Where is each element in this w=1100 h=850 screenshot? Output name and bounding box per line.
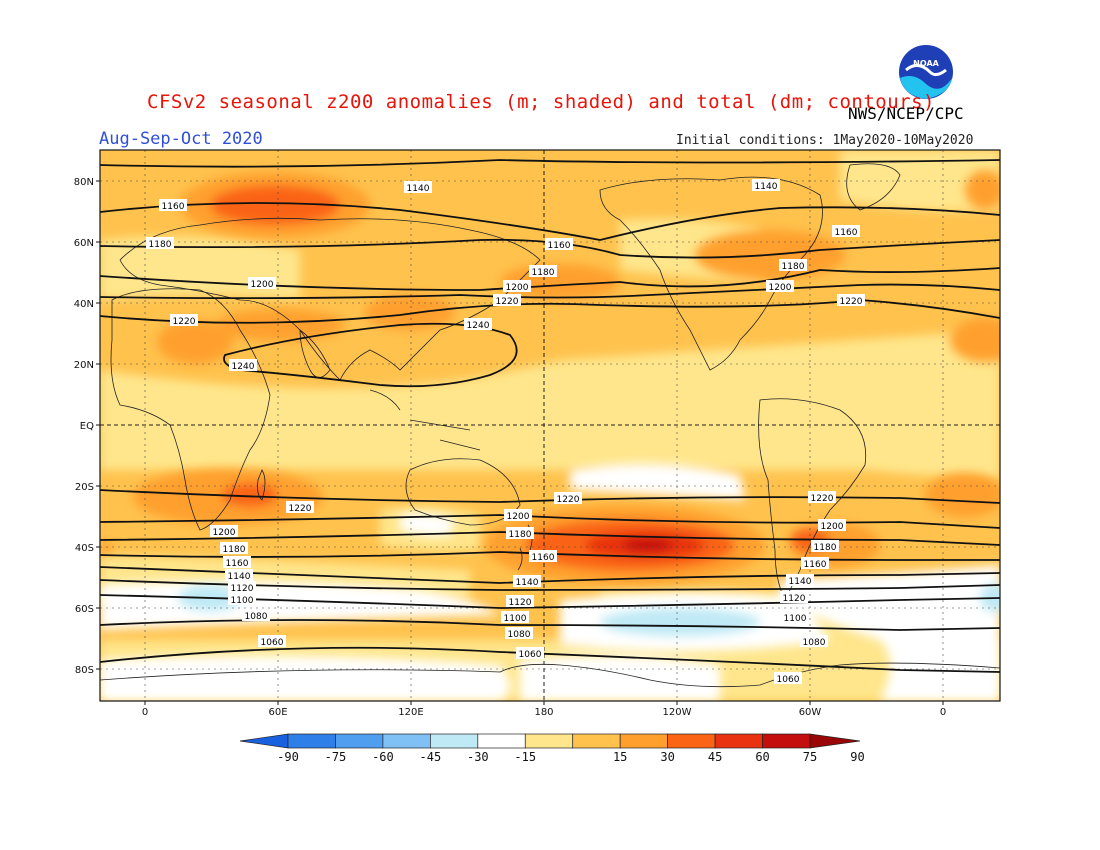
svg-text:1100: 1100 [784,614,807,624]
initial-conditions-label: Initial conditions: 1May2020-10May2020 [676,133,974,148]
colorbar-tick-label: 45 [708,750,722,764]
colorbar-tick-label: 60 [755,750,769,764]
colorbar-tick-label: -30 [467,750,489,764]
svg-text:1180: 1180 [509,530,532,540]
colorbar-tick-label: 30 [660,750,674,764]
svg-text:60N: 60N [74,238,94,249]
colorbar-tick-label: 90 [850,750,864,764]
svg-text:80S: 80S [75,665,94,676]
svg-text:1060: 1060 [777,675,800,685]
svg-text:1060: 1060 [519,650,542,660]
svg-text:40N: 40N [74,299,94,310]
svg-text:120E: 120E [398,707,423,718]
svg-text:20S: 20S [75,482,94,493]
colorbar-box [335,733,384,749]
svg-text:1240: 1240 [232,362,255,372]
svg-text:60W: 60W [799,707,822,718]
svg-text:1200: 1200 [507,512,530,522]
colorbar-box [287,733,336,749]
svg-text:1220: 1220 [811,494,834,504]
svg-text:1160: 1160 [532,553,555,563]
colorbar-box [477,733,526,749]
svg-text:1180: 1180 [814,543,837,553]
longitude-labels: 0 60E 120E 180 120W 60W 0 [142,707,946,718]
svg-text:1200: 1200 [251,280,274,290]
svg-text:20N: 20N [74,360,94,371]
colorbar-tick-label: -60 [372,750,394,764]
svg-text:1160: 1160 [226,559,249,569]
svg-text:1220: 1220 [289,504,312,514]
svg-text:1180: 1180 [782,262,805,272]
svg-text:1120: 1120 [231,584,254,594]
colorbar-box [572,733,621,749]
svg-text:120W: 120W [663,707,692,718]
svg-text:0: 0 [142,707,148,718]
svg-text:1180: 1180 [149,240,172,250]
colorbar-tick-label: 15 [613,750,627,764]
colorbar-box [619,733,668,749]
contour-label-1140: 1140 [407,184,430,194]
svg-text:1220: 1220 [496,297,519,307]
colorbar-tick-label: -90 [277,750,299,764]
svg-text:1220: 1220 [557,495,580,505]
agency-label: NWS/NCEP/CPC [848,104,964,123]
svg-text:1220: 1220 [840,297,863,307]
contour-labels: 1140 1140 1160 1160 1180 1160 1180 1180 … [146,179,865,685]
svg-text:NOAA: NOAA [913,59,939,68]
colorbar-tick-label: -75 [325,750,347,764]
svg-text:60E: 60E [268,707,287,718]
colorbar-arrow-low [239,733,289,749]
svg-text:1160: 1160 [162,202,185,212]
colorbar: -90 -75 -60 -45 -30 -15 15 30 45 60 75 90 [239,733,865,764]
noaa-logo-icon: NOAA [896,42,956,102]
svg-text:1080: 1080 [508,630,531,640]
svg-text:1140: 1140 [228,572,251,582]
svg-text:1160: 1160 [835,228,858,238]
svg-text:1100: 1100 [504,614,527,624]
svg-text:1240: 1240 [467,321,490,331]
anomaly-shading: 1140 1140 1160 1160 1180 1160 1180 1180 … [100,150,1000,701]
svg-text:1160: 1160 [548,241,571,251]
svg-text:40S: 40S [75,543,94,554]
colorbar-box [667,733,716,749]
svg-text:1100: 1100 [231,596,254,606]
season-label: Aug-Sep-Oct 2020 [99,129,263,149]
svg-text:1200: 1200 [213,528,236,538]
svg-text:1200: 1200 [506,283,529,293]
svg-text:1220: 1220 [173,317,196,327]
colorbar-arrow-high [809,733,861,749]
colorbar-box [430,733,479,749]
svg-text:1200: 1200 [769,283,792,293]
svg-text:EQ: EQ [80,421,94,432]
svg-text:1140: 1140 [789,577,812,587]
colorbar-box [762,733,811,749]
svg-text:1080: 1080 [245,612,268,622]
svg-text:1140: 1140 [755,182,778,192]
svg-text:60S: 60S [75,604,94,615]
colorbar-box [382,733,431,749]
colorbar-box [524,733,574,749]
latitude-labels: 80N 60N 40N 20N EQ 20S 40S 60S 80S [74,177,94,676]
svg-text:1200: 1200 [821,522,844,532]
svg-text:0: 0 [940,707,946,718]
figure-title: CFSv2 seasonal z200 anomalies (m; shaded… [147,91,935,113]
svg-text:1180: 1180 [532,268,555,278]
colorbar-box [714,733,763,749]
colorbar-tick-label: -45 [420,750,442,764]
colorbar-tick-label: 75 [803,750,817,764]
svg-text:180: 180 [534,707,553,718]
axis-ticks [96,180,944,705]
svg-text:80N: 80N [74,177,94,188]
svg-text:1080: 1080 [803,638,826,648]
svg-text:1140: 1140 [516,578,539,588]
svg-text:1060: 1060 [261,638,284,648]
colorbar-tick-label: -15 [514,750,536,764]
svg-text:1160: 1160 [804,560,827,570]
svg-text:1120: 1120 [509,598,532,608]
svg-text:1120: 1120 [783,594,806,604]
svg-text:1180: 1180 [223,545,246,555]
